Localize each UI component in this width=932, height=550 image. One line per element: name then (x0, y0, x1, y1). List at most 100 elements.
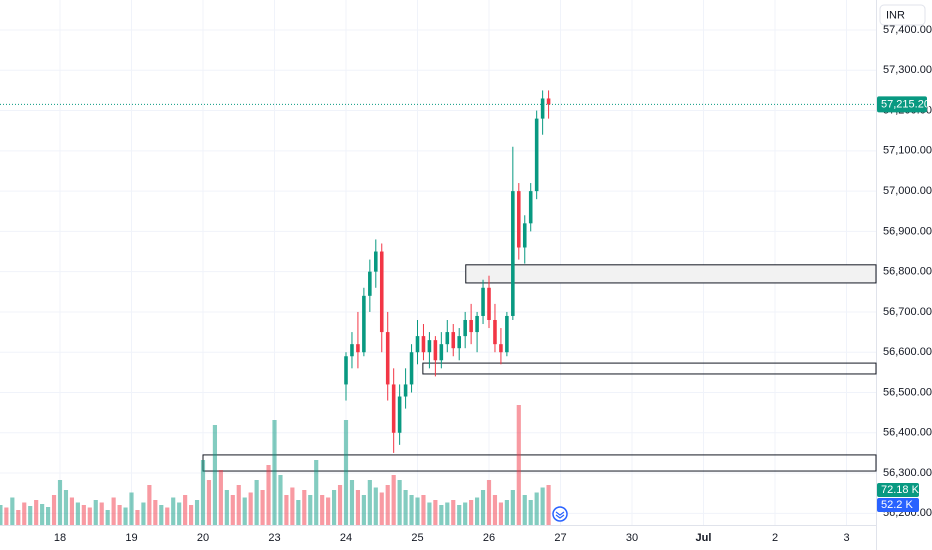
candle-body (391, 384, 396, 433)
volume-bar (397, 480, 402, 525)
volume-bar (445, 502, 450, 525)
volume-bar (224, 490, 229, 525)
volume-bar (492, 495, 498, 525)
candle-body (409, 352, 414, 385)
volume-bar (528, 500, 533, 525)
candle-body (457, 336, 461, 349)
volume-bar (177, 502, 182, 525)
volume-bar (81, 505, 86, 525)
x-tick-label: 18 (54, 532, 66, 544)
zone (465, 264, 877, 284)
volume-bar (147, 485, 152, 525)
zone (422, 362, 877, 375)
volume-bar (218, 470, 223, 525)
candle-body (505, 315, 509, 353)
volume-bar (403, 490, 408, 525)
volume-bar (266, 465, 271, 525)
volume-bar (516, 405, 521, 525)
x-tick-label: Jul (696, 532, 712, 544)
volume-bar (45, 507, 51, 525)
x-tick-label: 30 (626, 532, 638, 544)
scroll-icon (555, 511, 565, 519)
volume-bar (367, 480, 372, 525)
volume-bar (28, 506, 33, 525)
volume-bar (284, 495, 289, 525)
volume-bar (302, 490, 307, 525)
candle-body (451, 332, 456, 349)
x-tick-label: 24 (340, 532, 352, 544)
volume-bar (200, 460, 206, 525)
volume-bar (10, 497, 15, 525)
volume-bar (40, 504, 45, 525)
candle-body (534, 118, 539, 192)
volume-bar (326, 497, 331, 525)
volume-bar (0, 505, 3, 525)
volume-bar (290, 487, 295, 525)
volume-tag (877, 483, 919, 497)
candle-body (374, 251, 378, 272)
y-tick-label: 57,100.00 (883, 145, 932, 157)
candle-body (469, 319, 473, 333)
volume-bar (409, 495, 414, 525)
candle-body (493, 319, 497, 345)
candle-body (511, 191, 515, 316)
volume-bar (165, 507, 170, 525)
x-tick-label: 27 (554, 532, 566, 544)
candle-body (481, 287, 485, 316)
volume-bar (457, 505, 462, 525)
volume-bar (69, 497, 75, 525)
last-price-label: 57,215.20 (881, 98, 930, 110)
candle-body (403, 384, 408, 397)
volume-bar (117, 505, 122, 525)
volume-bar (188, 505, 194, 525)
candle-body (439, 344, 444, 361)
volume-bar (296, 500, 301, 525)
volume-bar (427, 502, 432, 525)
candle-body (487, 287, 491, 320)
x-tick-label: 23 (268, 532, 280, 544)
volume-bar (129, 492, 134, 525)
volume-bar (159, 505, 164, 525)
volume-bar (308, 495, 313, 525)
candle-body (421, 336, 426, 353)
volume-bar (486, 480, 492, 525)
volume-bar (171, 497, 176, 525)
volume-bar (16, 510, 21, 525)
y-tick-label: 56,300.00 (883, 467, 932, 479)
volume-bar (433, 500, 438, 525)
volume-bar (254, 480, 259, 525)
candle-body (540, 98, 545, 119)
x-tick-label: 20 (197, 532, 209, 544)
scroll-realtime-button[interactable] (552, 506, 568, 522)
y-tick-label: 56,500.00 (883, 386, 932, 398)
candle-body (517, 191, 521, 248)
x-tick-label: 25 (411, 532, 423, 544)
volume-bar (504, 500, 509, 525)
volume-bar (34, 500, 39, 525)
candle-body (344, 356, 348, 385)
volume-bar (332, 490, 337, 525)
candle-body (362, 295, 366, 353)
candle-body (427, 340, 432, 353)
volume-bar (141, 502, 146, 525)
volume-bar (230, 495, 235, 525)
volume-bar (272, 420, 277, 525)
y-tick-label: 56,900.00 (883, 225, 932, 237)
volume-bar (510, 490, 515, 525)
volume-bar (540, 487, 545, 525)
y-tick-label: 56,400.00 (883, 427, 932, 439)
volume-bar (93, 500, 98, 525)
volume-bar (51, 495, 57, 525)
volume-bar (349, 480, 355, 525)
volume-bar (63, 490, 69, 525)
currency-button[interactable] (879, 4, 926, 26)
candle-body (397, 396, 402, 433)
volume-bar (534, 492, 539, 525)
volume-bar (546, 485, 551, 525)
y-tick-label: 57,300.00 (883, 64, 932, 76)
volume-bar (463, 502, 468, 525)
candle-body (385, 332, 390, 385)
volume-bar (194, 500, 200, 525)
volume-bar (260, 490, 265, 525)
